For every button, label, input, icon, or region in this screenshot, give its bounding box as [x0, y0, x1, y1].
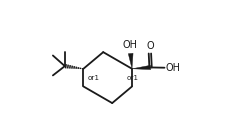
Text: or1: or1 — [87, 75, 99, 81]
Polygon shape — [128, 53, 133, 69]
Text: or1: or1 — [126, 75, 138, 81]
Text: OH: OH — [122, 40, 137, 50]
Text: OH: OH — [164, 63, 179, 73]
Text: O: O — [146, 41, 153, 51]
Polygon shape — [131, 65, 150, 70]
